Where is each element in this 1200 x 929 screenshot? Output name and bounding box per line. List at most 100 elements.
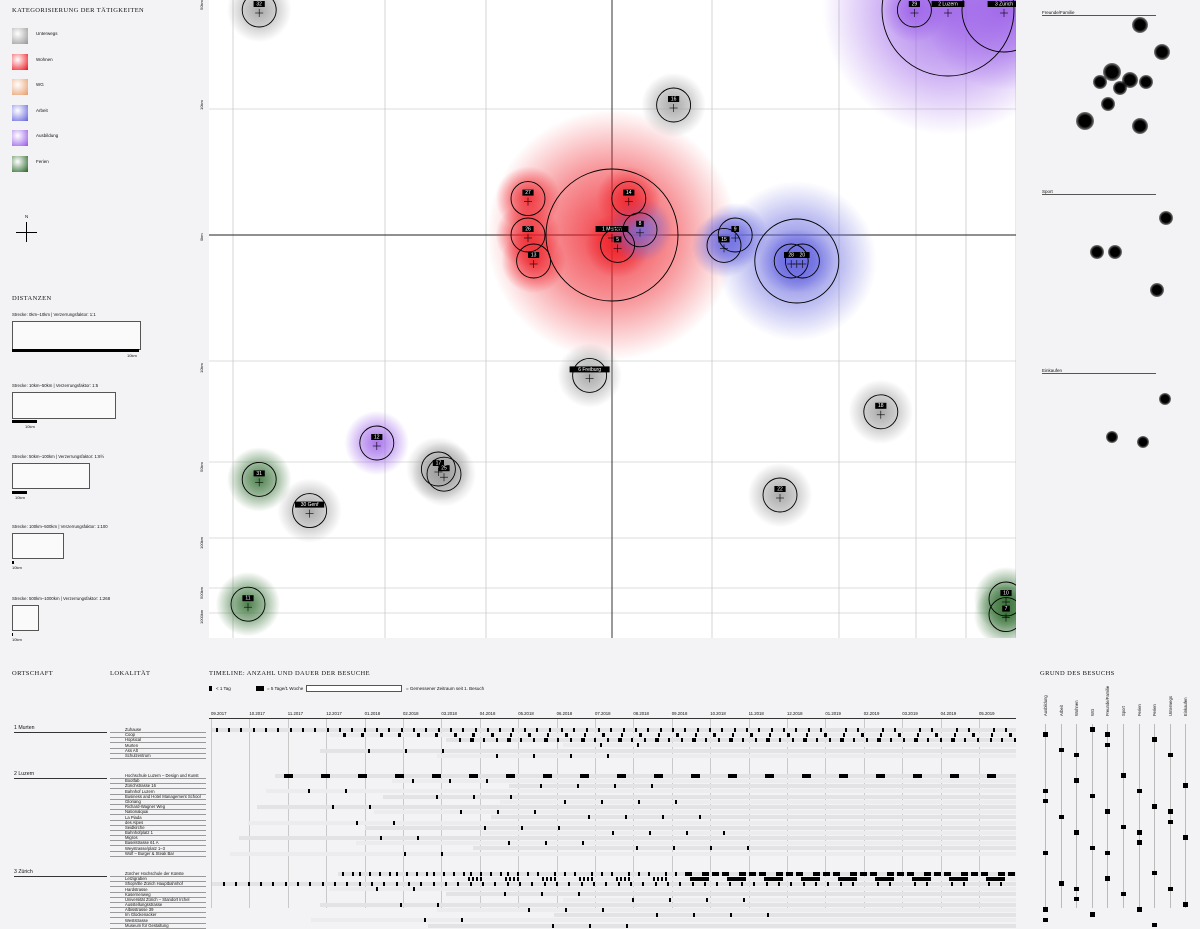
visit-mark xyxy=(436,732,438,737)
visit-mark xyxy=(417,732,419,737)
location-label: Ass Alt xyxy=(125,747,138,753)
visit-mark xyxy=(536,727,538,732)
visit-mark xyxy=(768,876,775,881)
visit-mark xyxy=(642,882,644,887)
visit-mark xyxy=(462,727,464,732)
visit-mark xyxy=(640,732,642,737)
visit-mark xyxy=(441,851,443,856)
visit-mark xyxy=(803,882,805,887)
visit-mark xyxy=(709,727,711,732)
reason-dot xyxy=(1159,211,1173,225)
visit-mark xyxy=(607,738,609,743)
reason-mark xyxy=(1105,850,1111,856)
visit-mark xyxy=(290,727,292,732)
reason-rule xyxy=(1042,194,1156,195)
visit-mark xyxy=(730,913,732,918)
reason-mark xyxy=(1074,896,1080,902)
location-rule xyxy=(110,901,206,903)
visit-mark xyxy=(694,876,701,881)
visit-mark xyxy=(665,871,667,876)
visit-mark xyxy=(843,732,845,737)
legend-swatch xyxy=(12,28,28,44)
visit-mark xyxy=(475,727,477,732)
location-range-bar xyxy=(563,743,1016,748)
visit-mark xyxy=(364,727,366,732)
visit-mark xyxy=(480,876,482,881)
distance-scale-label: 10km xyxy=(127,353,137,358)
visit-mark xyxy=(887,871,894,876)
reason-dot xyxy=(1103,63,1121,81)
reason-dot xyxy=(1093,75,1107,89)
point-label: 17 xyxy=(436,460,442,466)
distance-box xyxy=(12,321,141,350)
visit-mark xyxy=(731,876,738,881)
visit-mark xyxy=(494,882,496,887)
visit-mark xyxy=(383,882,385,887)
visit-mark xyxy=(471,773,478,778)
visit-mark xyxy=(598,727,600,732)
location-label: Migros xyxy=(125,835,138,841)
location-label: Kasernenweg xyxy=(125,891,151,897)
visit-mark xyxy=(507,882,509,887)
visit-mark xyxy=(404,851,406,856)
reason-mark xyxy=(1105,876,1111,881)
location-rule xyxy=(110,803,206,805)
legend-label: Arbeit xyxy=(36,107,48,113)
location-range-bar xyxy=(482,830,1016,835)
visit-mark xyxy=(657,876,659,881)
month-label: 04.2019 xyxy=(940,711,957,716)
visit-mark xyxy=(742,738,744,743)
visit-mark xyxy=(413,727,415,732)
visit-mark xyxy=(621,732,623,737)
visit-mark xyxy=(692,738,694,743)
visit-mark xyxy=(916,876,923,881)
visit-mark xyxy=(544,738,546,743)
visit-mark xyxy=(540,784,542,789)
point-label-bg xyxy=(731,226,739,232)
location-rule xyxy=(110,793,206,795)
location-rule xyxy=(110,875,206,877)
visit-mark xyxy=(829,738,831,743)
visit-mark xyxy=(998,871,1005,876)
visit-mark xyxy=(510,732,512,737)
reason-mark xyxy=(1136,788,1142,794)
visit-mark xyxy=(677,732,679,737)
visit-mark xyxy=(528,908,530,913)
visit-mark xyxy=(968,727,970,732)
visit-mark xyxy=(356,820,358,825)
visit-mark xyxy=(739,876,746,881)
visit-mark xyxy=(816,738,818,743)
visit-mark xyxy=(767,773,774,778)
visit-mark xyxy=(857,727,859,732)
legend-label: WG xyxy=(36,82,44,87)
visit-mark xyxy=(583,876,585,881)
visit-mark xyxy=(450,727,452,732)
visit-mark xyxy=(880,732,882,737)
visit-mark xyxy=(806,732,808,737)
reason-header: Einkaufen xyxy=(1183,697,1189,716)
visit-mark xyxy=(662,815,664,820)
visit-mark xyxy=(400,902,402,907)
visit-mark xyxy=(628,876,630,881)
visit-mark xyxy=(998,876,1005,881)
visit-mark xyxy=(883,876,890,881)
reason-mark xyxy=(1105,742,1111,748)
visit-mark xyxy=(790,882,792,887)
reason-mark xyxy=(1136,840,1142,845)
visit-mark xyxy=(297,882,299,887)
reasons-title: Grund des Besuchs xyxy=(1040,670,1115,677)
visit-mark xyxy=(961,871,968,876)
point-label-bg xyxy=(636,220,644,227)
visit-mark xyxy=(944,871,951,876)
visit-mark xyxy=(850,871,857,876)
point-label-bg xyxy=(253,1,265,7)
visit-mark xyxy=(685,871,692,876)
visit-mark xyxy=(636,846,638,851)
visit-mark xyxy=(805,876,812,881)
visit-mark xyxy=(360,773,367,778)
visit-mark xyxy=(889,882,891,887)
point-label: 7 xyxy=(1005,606,1008,612)
visit-mark xyxy=(470,738,472,743)
visit-mark xyxy=(344,732,346,737)
